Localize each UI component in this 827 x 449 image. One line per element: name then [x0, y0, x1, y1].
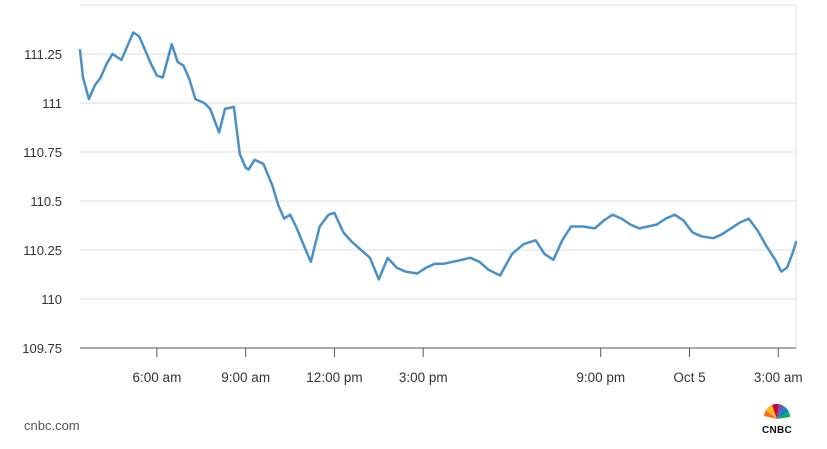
x-tick-label: 9:00 pm	[576, 370, 625, 385]
peacock-logo-icon: CNBC	[762, 403, 792, 436]
y-tick-label: 110.5	[30, 194, 62, 209]
grid-lines	[80, 4, 797, 349]
y-tick-label: 110.25	[23, 243, 62, 258]
y-tick-label: 111.25	[24, 47, 62, 62]
series-layer	[78, 31, 798, 281]
x-axis: 6:00 am 9:00 am 12:00 pm 3:00 pm 9:00 pm Oct …	[80, 347, 803, 385]
y-tick-label: 110.75	[23, 145, 62, 160]
x-tick-label: 3:00 pm	[399, 370, 448, 385]
series-line	[78, 31, 798, 281]
x-tick-label: 3:00 am	[754, 370, 803, 385]
source-label: cnbc.com	[24, 418, 80, 433]
y-tick-label: 111	[42, 96, 62, 111]
x-tick-label: 9:00 am	[221, 370, 270, 385]
y-tick-label: 110	[41, 292, 62, 307]
y-axis-ticks: 109.75 110 110.25 110.5 110.75 111 111.25	[22, 47, 62, 356]
x-tick-label: Oct 5	[673, 370, 705, 385]
x-tick-label: 12:00 pm	[306, 370, 362, 385]
logo-text: CNBC	[762, 425, 792, 436]
x-tick-label: 6:00 am	[133, 370, 182, 385]
y-tick-label: 109.75	[22, 341, 62, 356]
